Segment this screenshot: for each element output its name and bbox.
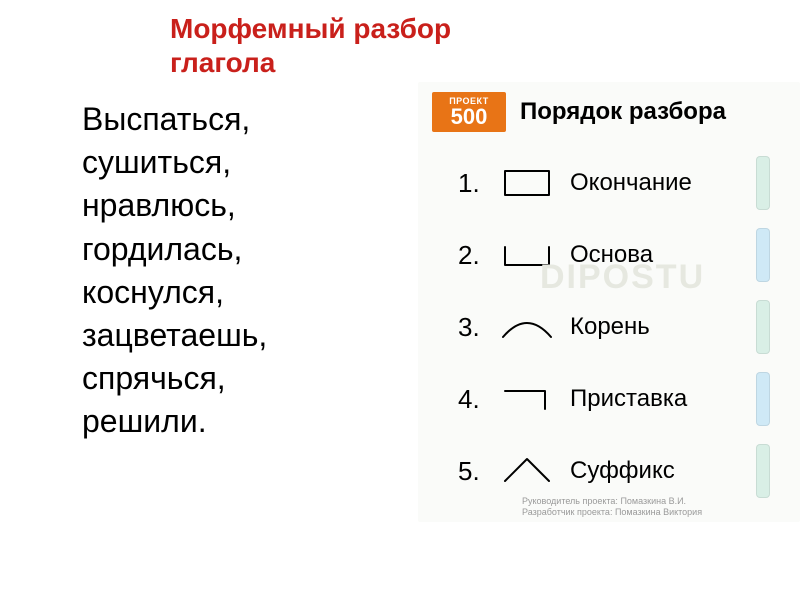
order-label: Корень	[570, 313, 650, 341]
order-label: Окончание	[570, 169, 692, 197]
prefix-icon	[492, 377, 562, 421]
side-tab	[756, 156, 770, 210]
order-item: 5. Суффикс	[458, 446, 770, 496]
word-item: решили.	[82, 400, 267, 443]
word-item: нравлюсь,	[82, 184, 267, 227]
order-item: 2. Основа	[458, 230, 770, 280]
page-title: Морфемный разбор глагола	[170, 12, 500, 79]
side-tab	[756, 372, 770, 426]
word-item: коснулся,	[82, 271, 267, 314]
word-item: сушиться,	[82, 141, 267, 184]
project-logo: ПРОЕКТ 500	[432, 92, 506, 132]
logo-big-text: 500	[451, 106, 488, 128]
side-tab	[756, 300, 770, 354]
word-item: гордилась,	[82, 228, 267, 271]
ending-icon	[492, 161, 562, 205]
order-number: 5.	[458, 456, 492, 487]
order-item: 4. Приставка	[458, 374, 770, 424]
panel-header: ПРОЕКТ 500 Порядок разбора	[418, 82, 800, 140]
order-panel: ПРОЕКТ 500 Порядок разбора 1. Окончание 2.…	[418, 82, 800, 522]
side-tab	[756, 228, 770, 282]
suffix-icon	[492, 449, 562, 493]
stem-icon	[492, 233, 562, 277]
credit-line: Руководитель проекта: Помазкина В.И.	[522, 496, 702, 507]
word-list: Выспаться,сушиться,нравлюсь,гордилась,ко…	[82, 98, 267, 444]
order-label: Приставка	[570, 385, 687, 413]
order-number: 1.	[458, 168, 492, 199]
order-number: 3.	[458, 312, 492, 343]
order-number: 2.	[458, 240, 492, 271]
word-item: зацветаешь,	[82, 314, 267, 357]
order-item: 3. Корень	[458, 302, 770, 352]
root-icon	[492, 305, 562, 349]
word-item: спрячься,	[82, 357, 267, 400]
side-tab	[756, 444, 770, 498]
word-item: Выспаться,	[82, 98, 267, 141]
order-number: 4.	[458, 384, 492, 415]
panel-title: Порядок разбора	[520, 98, 726, 126]
order-item: 1. Окончание	[458, 158, 770, 208]
credits: Руководитель проекта: Помазкина В.И.Разр…	[522, 496, 702, 518]
order-list: 1. Окончание 2. Основа 3. Корень 4. Приставка 5.…	[418, 158, 800, 496]
credit-line: Разработчик проекта: Помазкина Виктория	[522, 507, 702, 518]
order-label: Основа	[570, 241, 653, 269]
order-label: Суффикс	[570, 457, 675, 485]
